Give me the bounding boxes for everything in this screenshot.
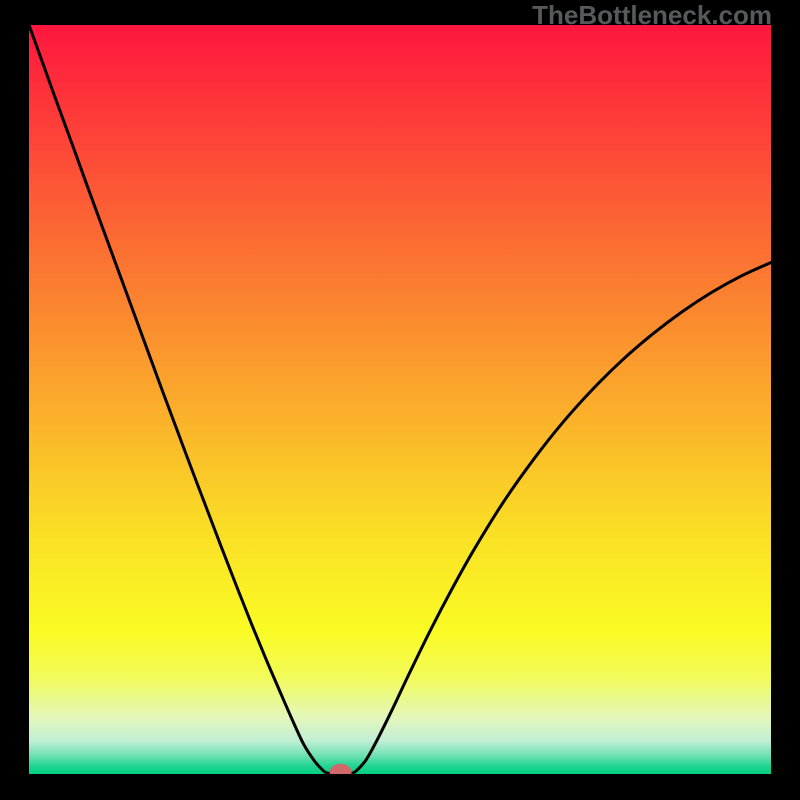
watermark-text: TheBottleneck.com [532,0,772,31]
optimal-point-marker [330,764,352,774]
chart-container: TheBottleneck.com [0,0,800,800]
curve-layer [29,25,771,774]
bottleneck-curve [29,25,771,774]
plot-area [29,25,771,774]
